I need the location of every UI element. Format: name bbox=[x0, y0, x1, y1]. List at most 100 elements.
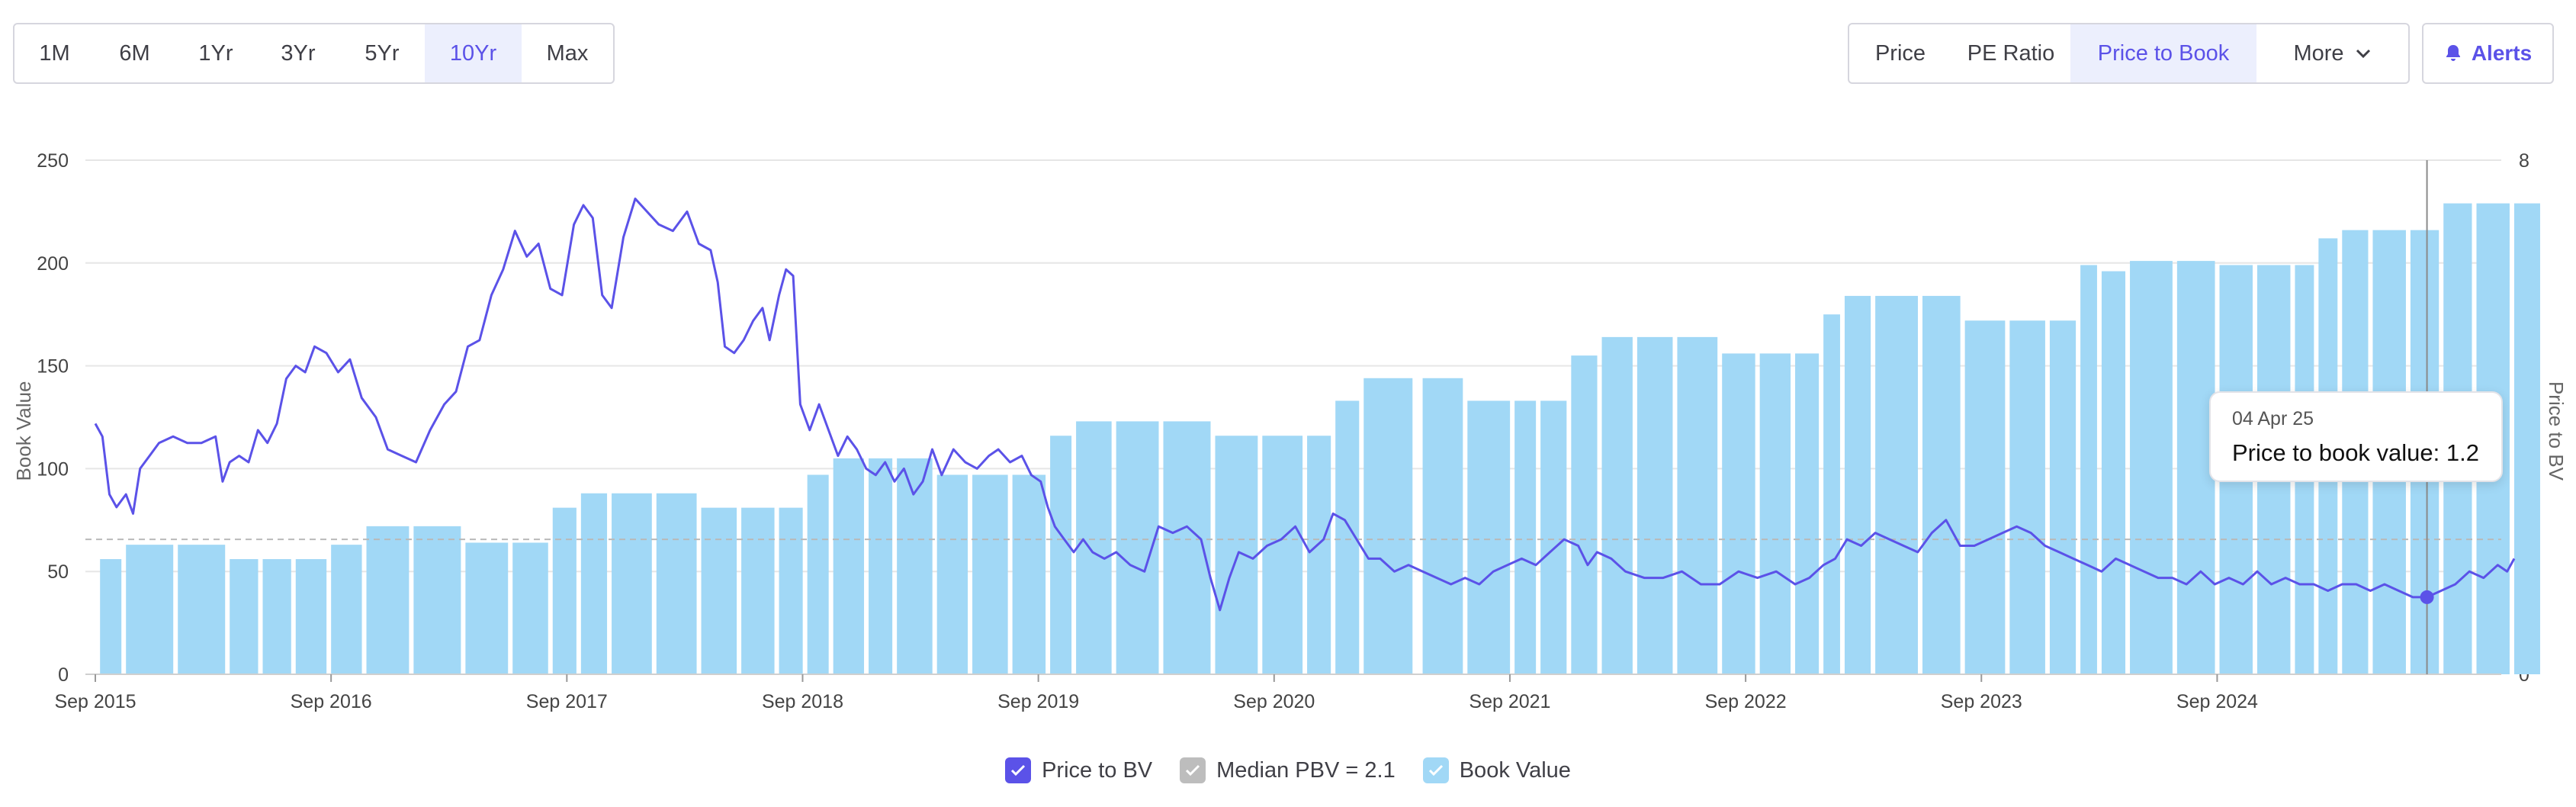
left-tick-label: 0 bbox=[58, 664, 69, 686]
book-value-bar bbox=[612, 493, 652, 674]
x-tick-label: Sep 2020 bbox=[1233, 691, 1315, 712]
book-value-bar bbox=[1540, 400, 1567, 674]
book-value-bar bbox=[512, 542, 548, 674]
metric-more-button[interactable]: More bbox=[2256, 24, 2408, 82]
bell-icon bbox=[2446, 45, 2460, 61]
highlight-point bbox=[2420, 590, 2434, 604]
book-value-bar bbox=[1514, 400, 1537, 674]
book-value-bar bbox=[1844, 295, 1871, 674]
range-10yr-button[interactable]: 10Yr bbox=[425, 24, 522, 82]
book-value-bar bbox=[1012, 474, 1046, 674]
range-6m-button[interactable]: 6M bbox=[95, 24, 175, 82]
checkbox-icon[interactable] bbox=[1180, 757, 1206, 783]
book-value-bar bbox=[1467, 400, 1511, 674]
left-tick-label: 50 bbox=[47, 561, 69, 583]
range-button-label: Max bbox=[546, 40, 589, 66]
book-value-bar bbox=[2049, 320, 2077, 674]
book-value-bar bbox=[366, 526, 410, 674]
metric-price-button[interactable]: Price bbox=[1849, 24, 1951, 82]
legend-label: Median PBV = 2.1 bbox=[1216, 757, 1396, 783]
book-value-bar bbox=[1636, 336, 1673, 674]
x-tick-label: Sep 2019 bbox=[997, 691, 1079, 712]
checkbox-icon[interactable] bbox=[1005, 757, 1032, 783]
book-value-bar bbox=[1076, 421, 1112, 674]
book-value-bar bbox=[656, 493, 697, 674]
book-value-bar bbox=[1875, 295, 1918, 674]
range-max-button[interactable]: Max bbox=[522, 24, 613, 82]
tooltip-value: Price to book value: 1.2 bbox=[2232, 439, 2479, 466]
book-value-bar bbox=[972, 474, 1008, 674]
alerts-button[interactable]: Alerts bbox=[2422, 23, 2554, 84]
book-value-bar bbox=[2080, 265, 2097, 675]
chart-legend: Price to BV Median PBV = 2.1 Book Value bbox=[0, 757, 2576, 783]
book-value-bar bbox=[1823, 314, 1840, 674]
alerts-label: Alerts bbox=[2471, 41, 2533, 65]
chevron-down-icon bbox=[2356, 49, 2370, 59]
x-tick-label: Sep 2016 bbox=[291, 691, 372, 712]
range-1m-button[interactable]: 1M bbox=[14, 24, 95, 82]
metric-price-to-book-button[interactable]: Price to Book bbox=[2070, 24, 2256, 82]
book-value-bar bbox=[1601, 336, 1633, 674]
chart-tooltip: 04 Apr 25 Price to book value: 1.2 bbox=[2209, 391, 2503, 482]
book-value-bar bbox=[936, 474, 968, 674]
book-value-bar bbox=[1363, 378, 1413, 674]
right-tick-label: 8 bbox=[2519, 150, 2529, 172]
book-value-bar bbox=[1307, 436, 1331, 674]
book-value-bar bbox=[126, 545, 174, 674]
metric-selector: Price PE Ratio Price to Book More bbox=[1848, 23, 2410, 84]
book-value-bar bbox=[1422, 378, 1463, 674]
book-value-bar bbox=[552, 507, 577, 674]
book-value-bar bbox=[1050, 436, 1072, 674]
book-value-bar bbox=[869, 458, 893, 674]
book-value-bar bbox=[262, 559, 291, 674]
book-value-bar bbox=[1795, 353, 1820, 674]
book-value-bar bbox=[331, 545, 362, 674]
right-axis-title: Price to BV bbox=[2545, 381, 2568, 481]
metric-button-label: Price to Book bbox=[2097, 40, 2230, 66]
book-value-bar bbox=[807, 474, 829, 674]
book-value-bar bbox=[1922, 295, 1961, 674]
left-tick-label: 250 bbox=[37, 150, 69, 172]
checkbox-icon[interactable] bbox=[1422, 757, 1449, 783]
metric-button-label: More bbox=[2293, 40, 2344, 66]
x-tick-label: Sep 2015 bbox=[54, 691, 136, 712]
left-tick-label: 200 bbox=[37, 253, 69, 275]
book-value-bar bbox=[1262, 436, 1303, 674]
book-value-bar bbox=[1677, 336, 1718, 674]
range-button-label: 6M bbox=[119, 40, 150, 66]
book-value-bar bbox=[100, 559, 122, 674]
x-tick-label: Sep 2021 bbox=[1469, 691, 1550, 712]
range-1yr-button[interactable]: 1Yr bbox=[175, 24, 257, 82]
tooltip-date: 04 Apr 25 bbox=[2232, 408, 2314, 429]
book-value-bar bbox=[2009, 320, 2045, 674]
book-value-bar bbox=[295, 559, 327, 674]
legend-item[interactable]: Book Value bbox=[1422, 757, 1571, 783]
x-tick-label: Sep 2022 bbox=[1705, 691, 1787, 712]
range-3yr-button[interactable]: 3Yr bbox=[257, 24, 339, 82]
book-value-bar bbox=[701, 507, 737, 674]
legend-label: Price to BV bbox=[1042, 757, 1153, 783]
book-value-bar bbox=[1964, 320, 2006, 674]
book-value-bar bbox=[741, 507, 775, 674]
metric-button-label: Price bbox=[1874, 40, 1926, 66]
book-value-bar bbox=[779, 507, 803, 674]
x-tick-label: Sep 2018 bbox=[762, 691, 843, 712]
x-tick-label: Sep 2017 bbox=[526, 691, 608, 712]
book-value-bar bbox=[2176, 261, 2215, 674]
book-value-bar bbox=[230, 559, 259, 674]
left-axis-title: Book Value bbox=[12, 381, 35, 481]
metric-pe-ratio-button[interactable]: PE Ratio bbox=[1951, 24, 2070, 82]
book-value-bar bbox=[1571, 355, 1598, 674]
range-button-label: 3Yr bbox=[281, 40, 316, 66]
x-tick-label: Sep 2024 bbox=[2176, 691, 2258, 712]
range-button-label: 1M bbox=[39, 40, 70, 66]
book-value-bar bbox=[580, 493, 608, 674]
legend-item[interactable]: Median PBV = 2.1 bbox=[1180, 757, 1396, 783]
price-to-book-chart: 050100150200250012345678Book ValuePrice … bbox=[12, 150, 2568, 712]
book-value-bar bbox=[1722, 353, 1755, 674]
price-to-bv-line bbox=[94, 198, 2516, 612]
range-selector: 1M 6M 1Yr 3Yr 5Yr 10Yr Max bbox=[13, 23, 615, 84]
book-value-bar bbox=[465, 542, 509, 674]
legend-item[interactable]: Price to BV bbox=[1005, 757, 1152, 783]
range-5yr-button[interactable]: 5Yr bbox=[339, 24, 425, 82]
